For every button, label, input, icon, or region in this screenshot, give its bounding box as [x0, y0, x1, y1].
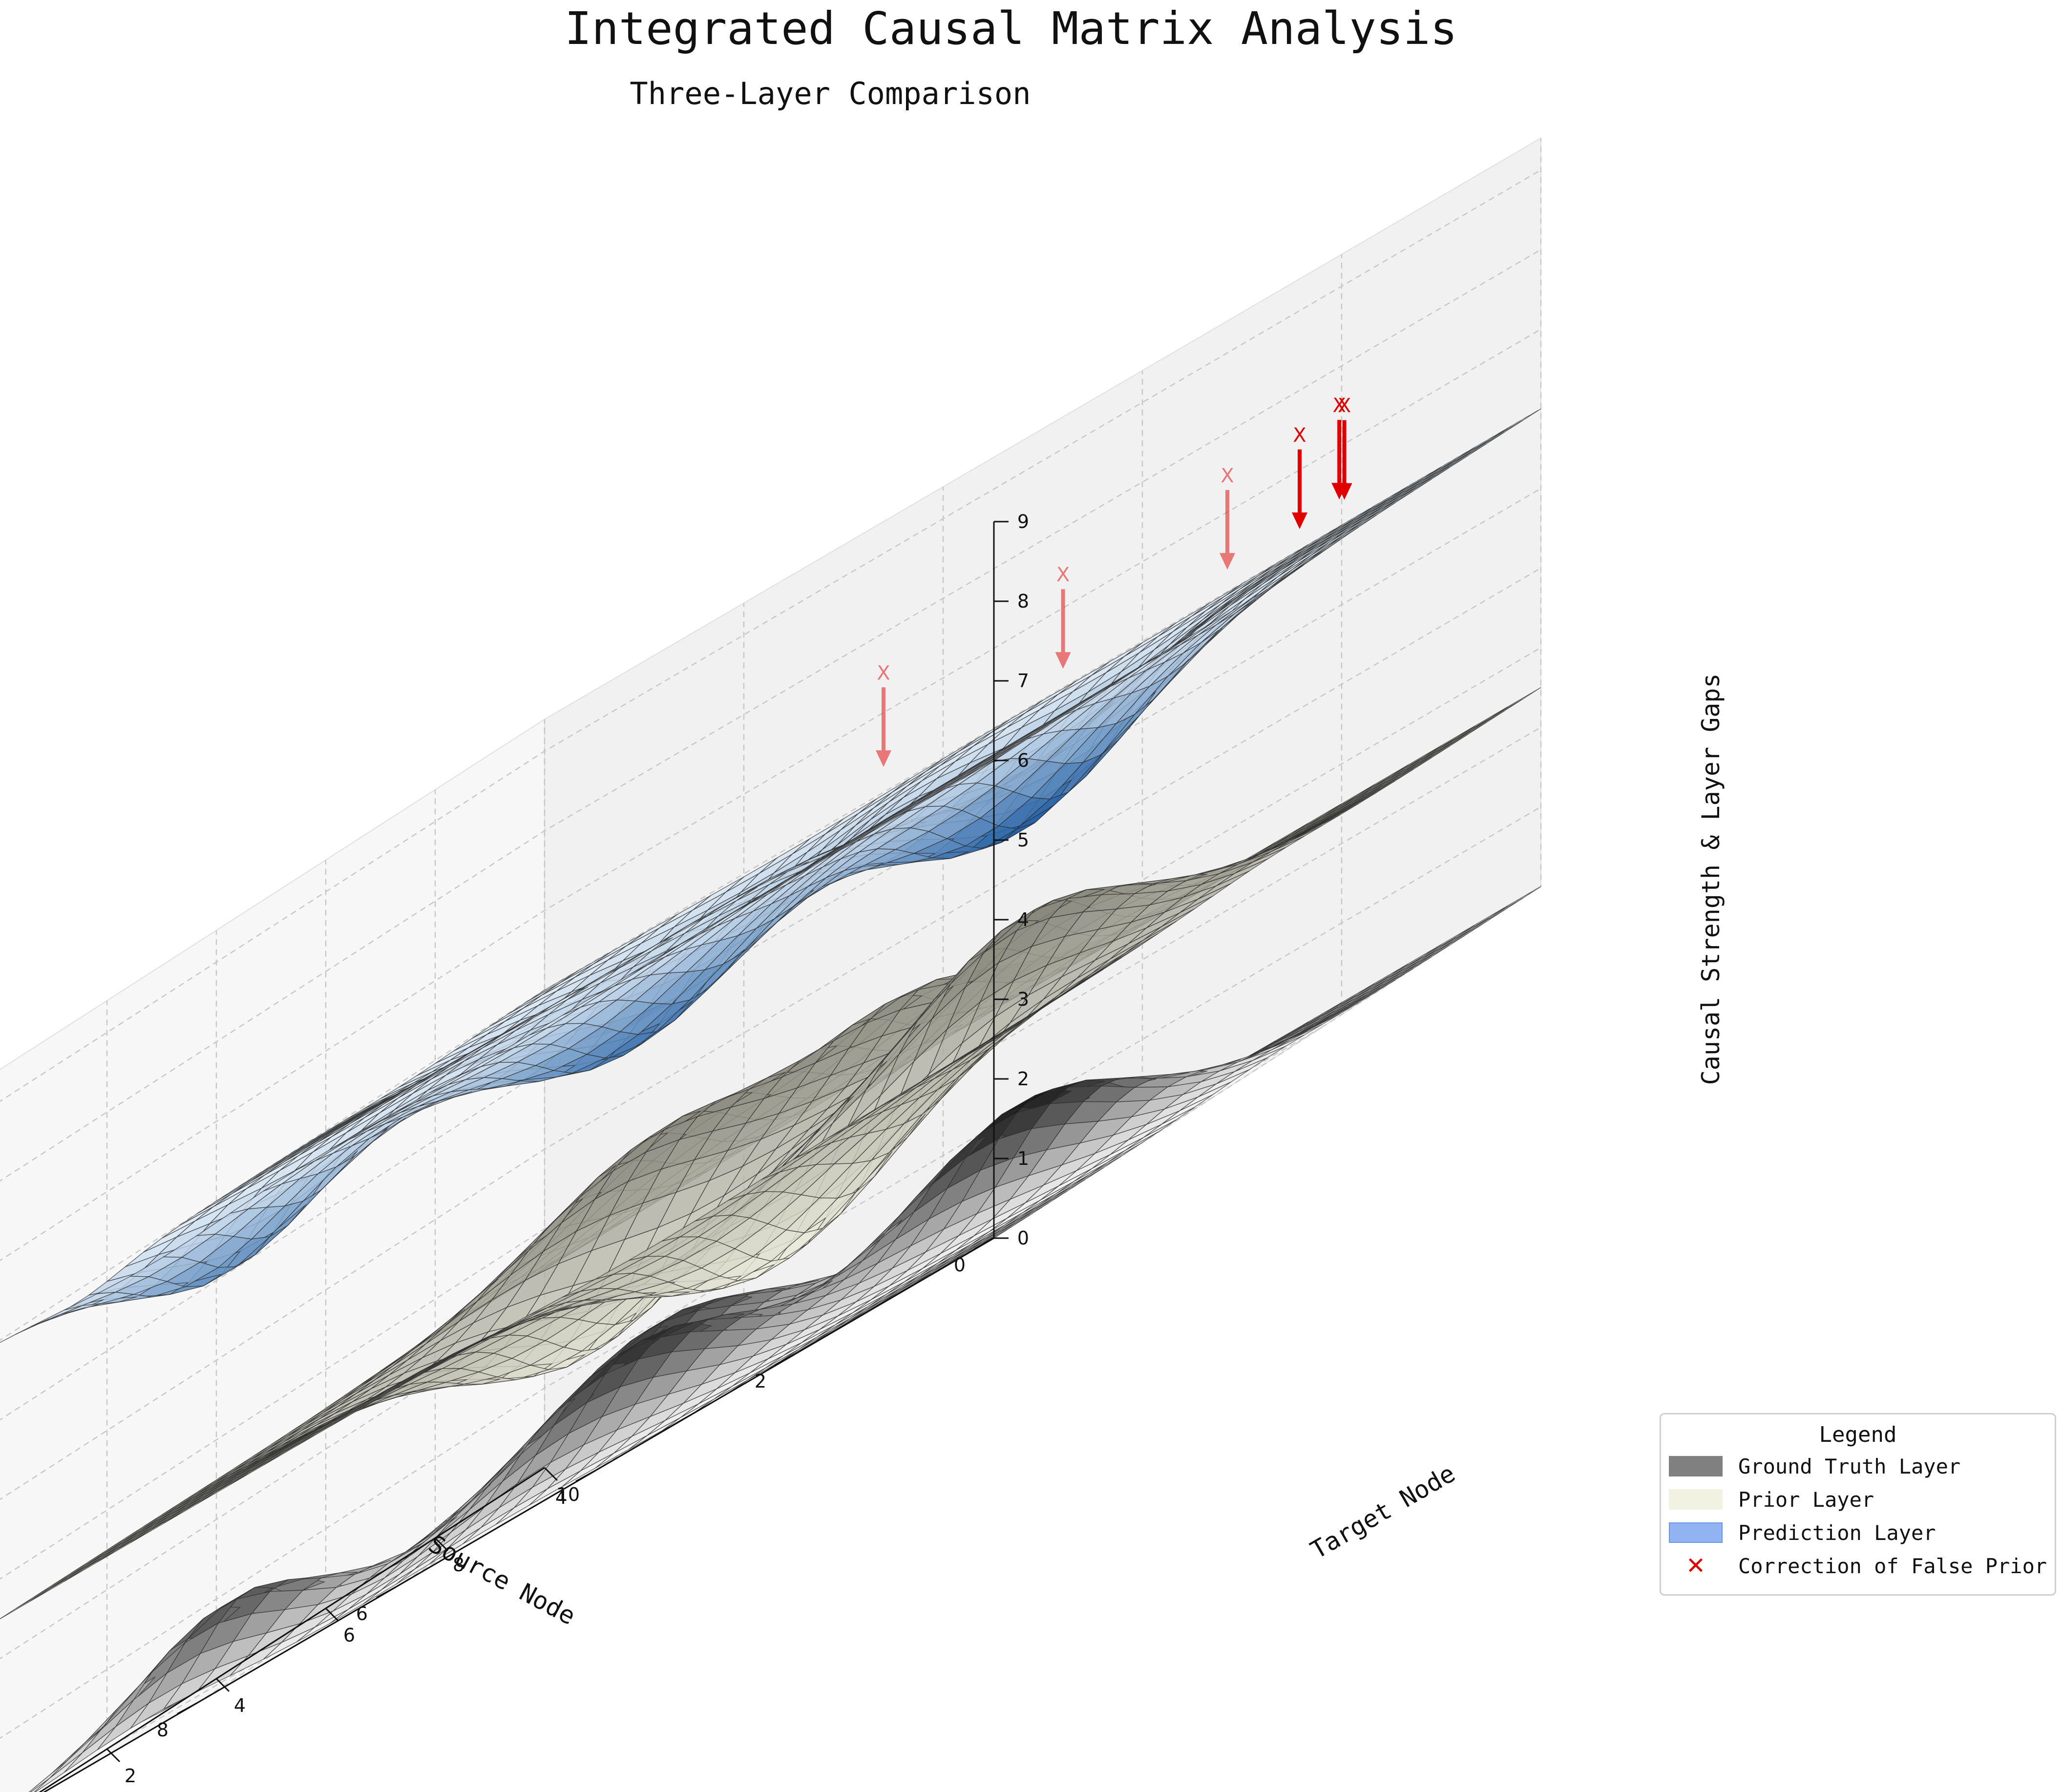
axes: 024681002468100123456789: [39, 511, 1029, 1792]
y-tick-label: 2: [125, 1765, 136, 1787]
x-tick-label: 6: [356, 1603, 368, 1624]
legend-label-prior: Prior Layer: [1738, 1487, 1874, 1512]
y-tick-label: 10: [556, 1484, 580, 1505]
correction-x-label: X: [1221, 464, 1234, 487]
y-tick: [215, 1678, 230, 1692]
surfaces: [0, 408, 1541, 1792]
correction-x-label: X: [1056, 564, 1070, 586]
correction-arrow-head: [876, 750, 891, 767]
legend-title: Legend: [1819, 1422, 1897, 1447]
correction-arrow-head: [1331, 483, 1347, 500]
legend: Legend Ground Truth Layer Prior Layer Pr…: [1660, 1413, 2056, 1596]
surface-cell: [30, 1778, 49, 1792]
correction-marker: X: [1292, 424, 1307, 529]
x-tick: [575, 1470, 596, 1482]
z-tick-label: 5: [1017, 829, 1029, 851]
x-tick-label: 2: [755, 1370, 766, 1392]
legend-swatch-prior: [1669, 1489, 1723, 1510]
correction-x-label: X: [1293, 424, 1306, 446]
z-tick-label: 2: [1017, 1068, 1029, 1090]
x-tick-label: 8: [157, 1719, 168, 1741]
correction-marker: X: [1331, 395, 1347, 500]
chart-subtitle: Three-Layer Comparison: [630, 76, 1031, 111]
x-tick: [775, 1353, 795, 1366]
correction-marker: X: [1220, 464, 1235, 570]
legend-swatch-prediction: [1669, 1522, 1723, 1543]
chart-title: Integrated Causal Matrix Analysis: [565, 2, 1457, 55]
legend-label-correction: Correction of False Prior: [1738, 1554, 2047, 1578]
z-tick-label: 1: [1017, 1148, 1029, 1169]
y-tick: [325, 1607, 339, 1622]
legend-item-prior: Prior Layer: [1669, 1486, 1874, 1513]
z-tick-label: 9: [1017, 511, 1029, 532]
correction-x-label: X: [877, 662, 890, 684]
x-axis-label: Source Node: [424, 1530, 580, 1631]
correction-x-label: X: [1338, 395, 1351, 417]
correction-arrow-head: [1220, 553, 1235, 570]
correction-arrow-head: [1055, 652, 1071, 669]
z-gridline: [0, 328, 1541, 1262]
surface-cell: [28, 1760, 68, 1792]
correction-marker: X: [1055, 564, 1071, 669]
y-tick-label: 4: [234, 1695, 246, 1716]
y-tick: [434, 1537, 449, 1552]
legend-item-prediction: Prediction Layer: [1669, 1519, 1936, 1546]
z-axis-label: Causal Strength & Layer Gaps: [1697, 674, 1725, 1085]
z-tick-label: 0: [1017, 1227, 1029, 1249]
surface-cell: [0, 1319, 49, 1343]
y-tick-label: 6: [343, 1624, 355, 1646]
correction-marker: X: [876, 662, 891, 767]
x-axis-line: [43, 1237, 994, 1792]
surface-1: [0, 687, 1541, 1620]
z-tick-label: 3: [1017, 989, 1029, 1010]
legend-swatch-ground-truth: [1669, 1456, 1723, 1476]
surface-cell: [0, 1589, 49, 1620]
correction-marker: X: [1336, 395, 1352, 500]
z-gridline: [0, 647, 1541, 1580]
y-axis-line: [39, 1467, 545, 1792]
surface-2: [0, 408, 1541, 1343]
x-tick: [177, 1702, 197, 1715]
legend-label-prediction: Prediction Layer: [1738, 1520, 1936, 1545]
y-tick-label: 8: [453, 1554, 464, 1576]
correction-x-label: X: [1332, 395, 1346, 417]
z-tick-label: 7: [1017, 670, 1029, 692]
correction-x-icon: ✕: [1685, 1552, 1706, 1580]
z-tick-label: 6: [1017, 750, 1029, 771]
x-tick-label: 4: [555, 1487, 567, 1508]
legend-label-ground-truth: Ground Truth Layer: [1738, 1454, 1961, 1478]
x-tick-label: 0: [954, 1254, 966, 1276]
x-tick: [376, 1586, 397, 1599]
z-tick-label: 8: [1017, 590, 1029, 612]
z-tick-label: 4: [1017, 909, 1029, 930]
y-axis-label: Target Node: [1306, 1459, 1460, 1564]
x-tick: [974, 1237, 994, 1250]
y-tick: [544, 1467, 558, 1481]
y-tick: [106, 1748, 121, 1763]
legend-item-ground-truth: Ground Truth Layer: [1669, 1453, 1960, 1480]
correction-arrow-head: [1292, 512, 1307, 529]
legend-item-correction: ✕ Correction of False Prior: [1669, 1552, 2047, 1580]
